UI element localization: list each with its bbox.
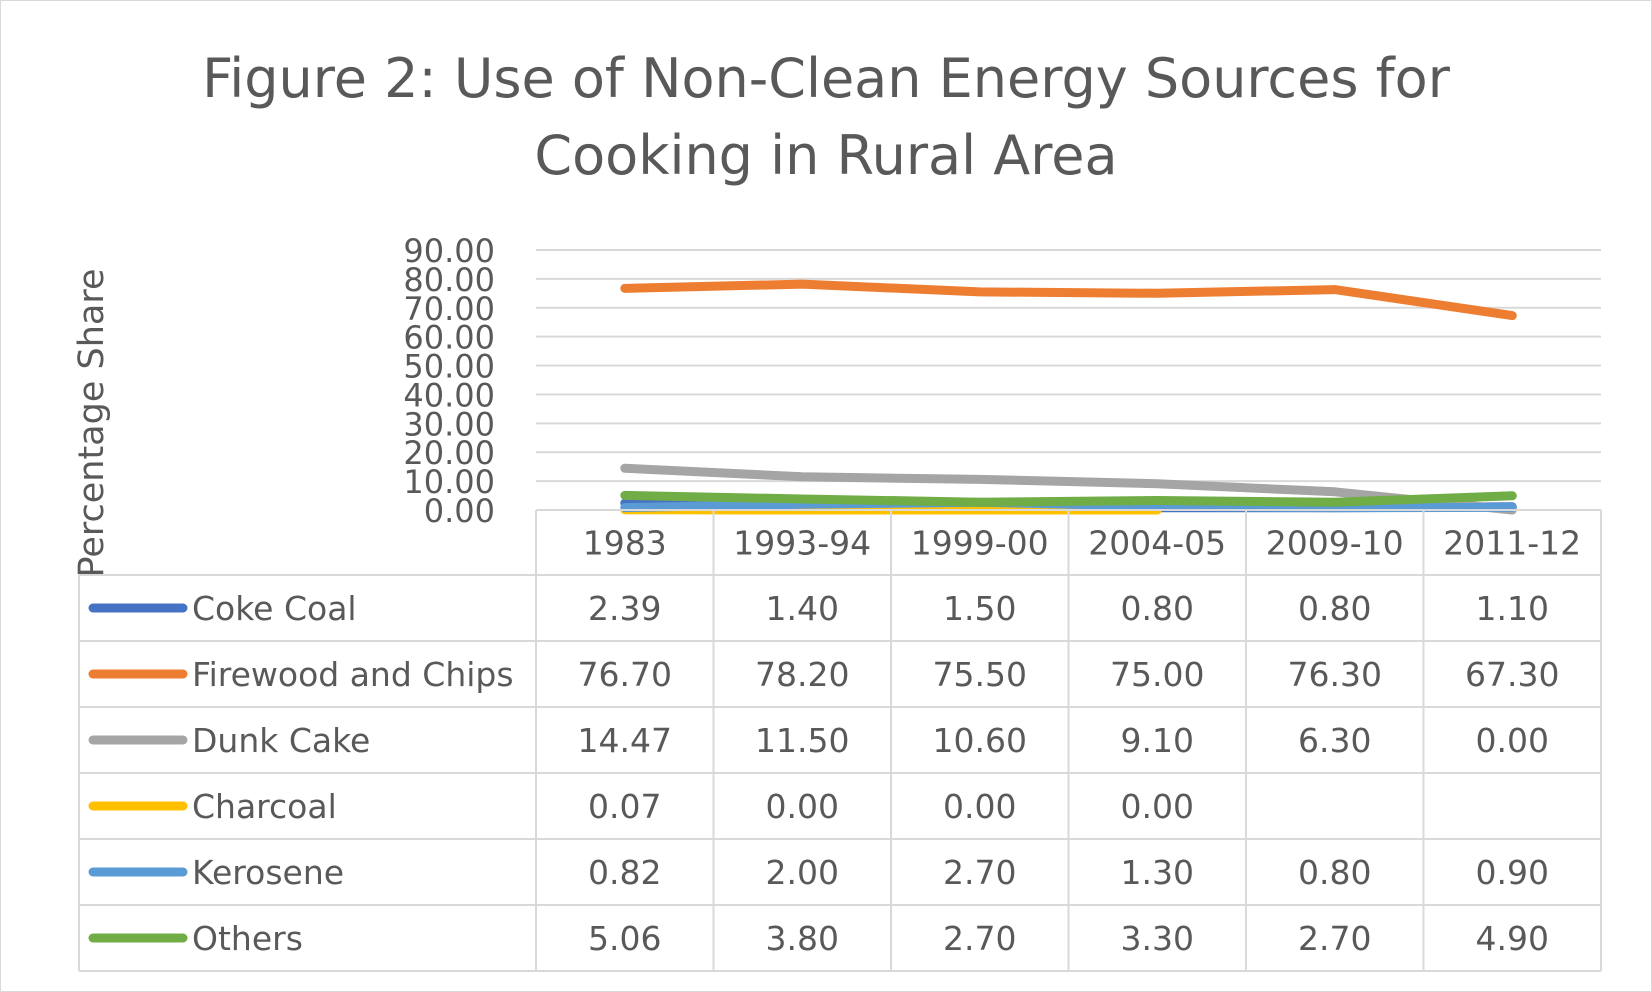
legend-label-dunk-cake: Dunk Cake bbox=[192, 721, 370, 760]
data-label-dunk-cake: 6.30 bbox=[1298, 721, 1371, 760]
data-label-kerosene: 2.70 bbox=[943, 853, 1016, 892]
data-label-dunk-cake: 9.10 bbox=[1121, 721, 1194, 760]
data-label-kerosene: 1.30 bbox=[1121, 853, 1194, 892]
data-label-charcoal: 0.00 bbox=[1121, 787, 1194, 826]
data-label-coke-coal: 1.40 bbox=[766, 589, 839, 628]
data-label-coke-coal: 0.80 bbox=[1298, 589, 1371, 628]
data-label-others: 4.90 bbox=[1476, 919, 1549, 958]
data-label-coke-coal: 1.50 bbox=[943, 589, 1016, 628]
series-line-others bbox=[620, 490, 1517, 507]
x-tick-label-1983: 1983 bbox=[583, 524, 667, 563]
chart-title-line2: Cooking in Rural Area bbox=[534, 124, 1117, 187]
data-label-firewood-and-chips: 78.20 bbox=[755, 655, 849, 694]
x-tick-label-2004-05: 2004-05 bbox=[1088, 524, 1226, 563]
data-label-firewood-and-chips: 67.30 bbox=[1465, 655, 1559, 694]
data-label-firewood-and-chips: 75.00 bbox=[1110, 655, 1204, 694]
data-label-kerosene: 0.80 bbox=[1298, 853, 1371, 892]
data-label-charcoal: 0.00 bbox=[943, 787, 1016, 826]
data-label-kerosene: 2.00 bbox=[766, 853, 839, 892]
y-tick-label-70.00: 70.00 bbox=[403, 290, 495, 328]
series-line-firewood-and-chips bbox=[620, 279, 1517, 321]
data-label-charcoal: 0.00 bbox=[766, 787, 839, 826]
data-label-others: 2.70 bbox=[1298, 919, 1371, 958]
data-label-kerosene: 0.82 bbox=[588, 853, 661, 892]
data-label-others: 5.06 bbox=[588, 919, 661, 958]
series-line-dunk-cake bbox=[620, 463, 1517, 515]
y-tick-label-0.00: 0.00 bbox=[424, 492, 495, 530]
data-table: 1983 1993-94 1999-00 2004-05 2009-10 2011-12 C… bbox=[78, 509, 1602, 972]
data-label-firewood-and-chips: 76.30 bbox=[1288, 655, 1382, 694]
y-tick-label-20.00: 20.00 bbox=[403, 434, 495, 472]
x-tick-label-2011-12: 2011-12 bbox=[1443, 524, 1581, 563]
data-label-firewood-and-chips: 76.70 bbox=[578, 655, 672, 694]
y-tick-label-80.00: 80.00 bbox=[403, 261, 495, 299]
legend-label-others: Others bbox=[192, 919, 303, 958]
y-tick-label-40.00: 40.00 bbox=[403, 376, 495, 414]
gridlines bbox=[536, 249, 1601, 483]
series-lines bbox=[620, 279, 1517, 515]
data-label-coke-coal: 0.80 bbox=[1121, 589, 1194, 628]
y-tick-label-60.00: 60.00 bbox=[403, 319, 495, 357]
y-tick-labels: 0.0010.0020.0030.0040.0050.0060.0070.008… bbox=[403, 232, 495, 530]
data-label-dunk-cake: 11.50 bbox=[755, 721, 849, 760]
data-label-coke-coal: 2.39 bbox=[588, 589, 661, 628]
data-label-others: 3.80 bbox=[766, 919, 839, 958]
chart-title-line1: Figure 2: Use of Non-Clean Energy Source… bbox=[202, 47, 1451, 110]
data-label-charcoal: 0.07 bbox=[588, 787, 661, 826]
data-label-dunk-cake: 0.00 bbox=[1476, 721, 1549, 760]
y-tick-label-10.00: 10.00 bbox=[403, 463, 495, 501]
data-label-firewood-and-chips: 75.50 bbox=[933, 655, 1027, 694]
y-tick-label-90.00: 90.00 bbox=[403, 232, 495, 270]
legend-label-coke-coal: Coke Coal bbox=[192, 589, 357, 628]
data-label-dunk-cake: 14.47 bbox=[578, 721, 672, 760]
data-label-others: 3.30 bbox=[1121, 919, 1194, 958]
data-label-others: 2.70 bbox=[943, 919, 1016, 958]
y-tick-label-30.00: 30.00 bbox=[403, 405, 495, 443]
y-axis-label: Percentage Share bbox=[72, 268, 112, 577]
legend-label-charcoal: Charcoal bbox=[192, 787, 337, 826]
x-tick-label-1999-00: 1999-00 bbox=[911, 524, 1049, 563]
data-label-kerosene: 0.90 bbox=[1476, 853, 1549, 892]
legend-label-firewood-and-chips: Firewood and Chips bbox=[192, 655, 514, 694]
data-label-dunk-cake: 10.60 bbox=[933, 721, 1027, 760]
x-tick-label-2009-10: 2009-10 bbox=[1266, 524, 1404, 563]
legend-label-kerosene: Kerosene bbox=[192, 853, 344, 892]
y-tick-label-50.00: 50.00 bbox=[403, 348, 495, 386]
data-label-coke-coal: 1.10 bbox=[1476, 589, 1549, 628]
x-tick-label-1993-94: 1993-94 bbox=[733, 524, 871, 563]
